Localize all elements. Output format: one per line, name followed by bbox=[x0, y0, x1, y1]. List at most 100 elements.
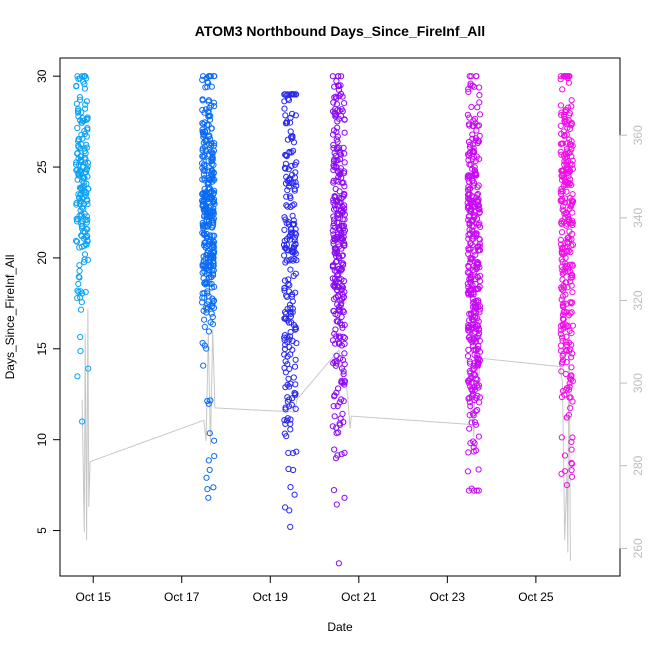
data-point bbox=[467, 272, 474, 279]
data-point bbox=[205, 97, 212, 104]
data-point bbox=[205, 267, 212, 274]
data-point bbox=[466, 149, 473, 156]
data-point bbox=[331, 413, 338, 420]
data-point bbox=[199, 339, 206, 347]
data-point bbox=[567, 268, 574, 275]
data-point bbox=[339, 379, 346, 386]
data-point bbox=[203, 217, 210, 224]
data-point bbox=[340, 398, 347, 405]
data-point bbox=[203, 474, 210, 481]
data-point bbox=[464, 353, 472, 360]
data-point bbox=[74, 287, 81, 294]
data-point bbox=[469, 339, 476, 346]
data-point bbox=[472, 303, 479, 310]
data-point bbox=[336, 303, 343, 310]
data-point bbox=[569, 274, 576, 281]
data-point bbox=[286, 319, 293, 326]
data-point bbox=[203, 345, 210, 352]
data-point bbox=[334, 311, 341, 319]
data-point bbox=[471, 115, 478, 123]
data-point bbox=[281, 351, 288, 358]
data-point bbox=[76, 75, 84, 82]
data-point bbox=[562, 279, 569, 286]
data-point bbox=[562, 339, 569, 346]
data-point bbox=[472, 167, 479, 174]
data-point bbox=[80, 78, 87, 85]
data-point bbox=[207, 261, 214, 269]
data-point bbox=[341, 116, 348, 123]
data-point bbox=[206, 73, 213, 80]
data-point bbox=[332, 110, 339, 118]
data-point bbox=[79, 135, 86, 142]
data-point bbox=[341, 205, 348, 212]
data-point bbox=[202, 84, 209, 91]
data-point bbox=[81, 259, 88, 266]
data-point bbox=[466, 412, 473, 419]
data-point bbox=[473, 73, 480, 80]
data-point bbox=[341, 494, 348, 501]
data-point bbox=[78, 141, 85, 148]
data-point bbox=[281, 285, 288, 292]
data-point bbox=[338, 276, 345, 283]
data-point bbox=[210, 169, 217, 176]
data-point bbox=[330, 403, 337, 410]
data-point bbox=[557, 236, 565, 243]
data-point bbox=[568, 438, 575, 445]
data-point bbox=[340, 193, 347, 200]
data-point bbox=[468, 198, 475, 205]
data-point bbox=[466, 161, 473, 168]
data-point bbox=[557, 73, 564, 80]
data-point bbox=[281, 315, 288, 322]
data-point bbox=[286, 282, 293, 289]
data-point bbox=[338, 322, 345, 329]
data-point bbox=[286, 301, 294, 308]
data-point bbox=[84, 124, 91, 132]
data-point bbox=[558, 151, 565, 158]
data-point bbox=[82, 240, 89, 247]
data-point bbox=[558, 284, 565, 291]
data-point bbox=[292, 112, 299, 119]
data-point bbox=[474, 264, 481, 271]
data-point bbox=[566, 327, 573, 334]
data-point bbox=[335, 333, 342, 340]
data-point bbox=[557, 188, 565, 195]
data-point bbox=[558, 296, 565, 303]
data-point bbox=[476, 92, 483, 99]
data-point bbox=[286, 176, 293, 183]
data-point bbox=[73, 238, 81, 245]
data-point bbox=[562, 260, 569, 267]
data-point bbox=[341, 334, 348, 342]
data-point bbox=[557, 198, 565, 205]
data-point bbox=[208, 224, 215, 231]
data-point bbox=[76, 195, 83, 202]
y2-tick-label: 340 bbox=[631, 208, 645, 228]
data-point bbox=[82, 73, 89, 80]
data-point bbox=[565, 79, 573, 86]
data-point bbox=[476, 84, 483, 91]
data-point bbox=[287, 232, 294, 239]
data-point bbox=[466, 186, 473, 193]
data-point bbox=[205, 494, 212, 501]
data-point bbox=[559, 358, 566, 366]
data-point bbox=[559, 167, 566, 175]
data-point bbox=[473, 194, 480, 201]
data-point bbox=[337, 355, 344, 362]
data-point bbox=[561, 452, 569, 459]
data-point bbox=[558, 470, 565, 477]
data-point bbox=[472, 170, 479, 177]
data-point bbox=[285, 280, 292, 287]
data-point bbox=[78, 222, 86, 229]
y2-tick-label: 360 bbox=[631, 125, 645, 145]
series-group bbox=[329, 73, 348, 567]
data-point bbox=[559, 334, 566, 341]
y-axis-left: 5 10 15 20 25 30 bbox=[35, 69, 61, 534]
data-point bbox=[292, 326, 299, 333]
data-point bbox=[74, 216, 81, 223]
data-point bbox=[201, 268, 208, 275]
data-point bbox=[289, 110, 296, 117]
data-point bbox=[74, 373, 81, 380]
data-point bbox=[330, 360, 337, 367]
data-point bbox=[336, 243, 343, 250]
data-point bbox=[338, 207, 345, 214]
data-point bbox=[338, 342, 345, 349]
